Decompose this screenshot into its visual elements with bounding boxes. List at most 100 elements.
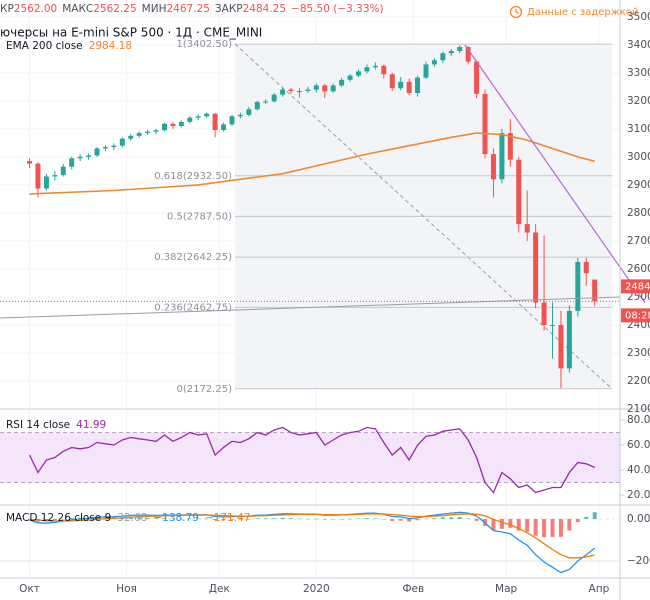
macd-histogram-bar [196, 518, 201, 520]
candle-body [465, 47, 471, 62]
macd-histogram-bar [179, 518, 184, 520]
candle-body [507, 133, 513, 160]
candle-body [566, 310, 572, 369]
candle-body [389, 74, 395, 89]
price-pane [27, 45, 598, 574]
macd-histogram-bar [415, 519, 420, 521]
candle-body [550, 324, 556, 326]
candle-body [516, 159, 522, 225]
candle-body [296, 91, 302, 93]
candle-body [406, 81, 412, 94]
y-tick-label: 2600 [627, 263, 650, 275]
macd-histogram-bar [348, 518, 353, 520]
legend-item: −138.79 [153, 512, 199, 524]
ohlc-value: 2467.25 [166, 3, 209, 15]
candle-body [440, 53, 446, 61]
macd-histogram-bar [103, 517, 108, 520]
legend-item: EMA 200 close [6, 40, 83, 52]
price-tag-label: 2484 [625, 281, 650, 292]
macd-histogram-bar [567, 519, 572, 531]
candle-body [592, 279, 598, 302]
macd-histogram-bar [221, 519, 226, 521]
candle-body [347, 75, 353, 80]
ohlc-value: 2562.25 [93, 3, 136, 15]
candle-body [339, 79, 345, 86]
fib-label: 1(3402.50) [176, 39, 232, 50]
candle-body [398, 81, 404, 89]
macd-histogram-bar [499, 519, 504, 529]
y-tick-label: 2100 [627, 403, 650, 415]
ohlc-value: 2562.00 [14, 3, 57, 15]
candle-body [170, 123, 176, 127]
macd-histogram-bar [592, 512, 597, 520]
y-tick-label: 3200 [627, 95, 650, 107]
legend-item: −171.47 [205, 512, 251, 524]
macd-histogram-bar [423, 518, 428, 520]
macd-histogram-bar [398, 519, 403, 521]
x-tick-label: Окт [19, 583, 40, 595]
macd-histogram-bar [229, 519, 234, 520]
macd-histogram-bar [390, 519, 395, 521]
macd-histogram-bar [474, 519, 479, 521]
macd-histogram-bar [491, 519, 496, 531]
y-tick-label: 3500 [627, 11, 650, 23]
y-tick-label: 3400 [627, 39, 650, 51]
candle-body [364, 67, 370, 72]
macd-histogram-bar [213, 519, 218, 521]
candle-body [69, 158, 75, 167]
countdown-tag [621, 308, 650, 323]
candle-body [490, 154, 496, 180]
x-tick-label: Дек [209, 583, 230, 595]
candle-body [221, 124, 227, 130]
ohlc-label: КР [0, 3, 14, 15]
candle-body [541, 302, 547, 325]
legend-item: 32.68 [117, 512, 147, 524]
drawings-back: 1(3402.50) 0.618(2932.50) 0.5(2787.50) 0.38… [0, 0, 620, 578]
delay-note[interactable]: Данные с задержкой [527, 7, 638, 18]
macd-histogram-bar [187, 518, 192, 520]
macd-histogram-bar [238, 519, 243, 520]
y-tick-label: 3000 [627, 151, 650, 163]
candle-body [237, 114, 243, 117]
trend-line [464, 44, 646, 304]
indicator-legend: MACD 12 26 close 9 32.68 −138.79 −171.47 [6, 512, 250, 524]
ema-line [29, 132, 595, 195]
macd-histogram-bar [331, 519, 336, 520]
macd-histogram-bar [407, 519, 412, 522]
macd-histogram-bar [162, 518, 167, 520]
macd-histogram-bar [533, 519, 538, 536]
macd-histogram-bar [440, 517, 445, 520]
macd-histogram-bar [558, 519, 563, 537]
indicator-legend: EMA 200 close 2984.18 [6, 40, 132, 52]
fib-label: 0.236(2462.75) [154, 302, 232, 313]
macd-histogram-bar [289, 518, 294, 520]
legend-item: 41.99 [76, 419, 106, 431]
price-tag [621, 279, 650, 294]
fib-label: 0(2172.25) [176, 384, 232, 395]
candle-body [263, 101, 269, 103]
fib-diagonal [234, 43, 613, 390]
candle-body [195, 116, 201, 118]
change: −85.50 (−3.33%) [291, 3, 384, 15]
trend-line [0, 296, 621, 319]
macd-histogram-bar [52, 519, 57, 521]
macd-histogram-bar [466, 518, 471, 520]
macd-histogram-bar [381, 519, 386, 520]
candle-body [178, 121, 184, 127]
candle-body [448, 50, 454, 54]
candle-body [423, 64, 429, 78]
candle-body [575, 261, 581, 311]
candle-body [212, 113, 218, 130]
candle-body [499, 133, 505, 180]
candle-body [145, 131, 151, 134]
macd-histogram-bar [432, 518, 437, 520]
macd-histogram-bar [305, 518, 310, 520]
macd-histogram-bar [280, 517, 285, 520]
candle-body [313, 85, 319, 90]
candle-body [246, 109, 252, 115]
candle-body [533, 232, 539, 303]
candle-body [356, 71, 362, 76]
candle-body [161, 123, 167, 131]
y-tick-label: 60.00 [627, 439, 650, 451]
y-tick-label: 80.00 [627, 414, 650, 426]
